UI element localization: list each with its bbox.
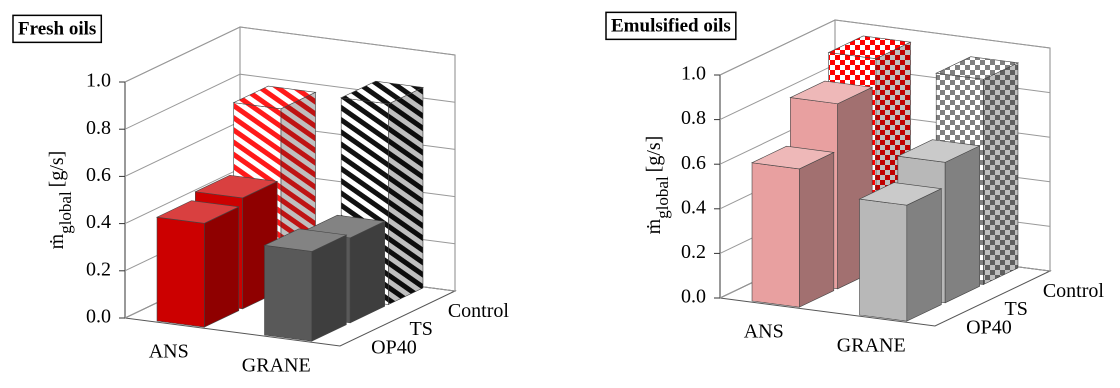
bar [155, 200, 240, 328]
bar-top [935, 56, 1020, 80]
x-tick-label: ANS [744, 321, 784, 343]
bar-top [789, 80, 874, 105]
bar [858, 182, 943, 322]
bar-side [944, 145, 980, 304]
y-tick-label: 0.4 [681, 196, 706, 218]
bar-side [204, 206, 240, 328]
y-tick-label: 1.0 [86, 70, 111, 92]
bar-shade [388, 87, 423, 305]
depth-tick-label: Control [448, 300, 510, 322]
bar-shade [983, 62, 1018, 285]
bar-front [751, 162, 800, 308]
depth-tick-label: OP40 [966, 316, 1012, 338]
bar-top [155, 200, 240, 224]
x-tick-label: GRANE [837, 335, 906, 357]
chart: 0.0 0.2 0.4 0.6 0.8 1.0 Emulsified oils ṁglobal… [605, 11, 1105, 357]
y-tick-label: 0.6 [86, 164, 111, 186]
chart-title: Emulsified oils [611, 15, 731, 36]
depth-tick-label: OP40 [371, 336, 417, 358]
y-tick-label: 0.6 [681, 152, 706, 174]
x-tick-label: ANS [149, 341, 189, 363]
bar-top [232, 85, 317, 110]
y-label-symbol: ṁ [46, 233, 68, 249]
y-label-subscript: global [653, 176, 672, 219]
bar-top [858, 182, 943, 206]
depth-tick-label: Control [1043, 280, 1105, 302]
bar-side [311, 234, 347, 342]
chart: 0.0 0.2 0.4 0.6 0.8 1.0 Fresh oils ṁglobal [g/s]… [12, 14, 510, 377]
y-tick-label: 0.8 [86, 117, 111, 139]
bar-side [906, 188, 942, 322]
bar [263, 228, 348, 342]
depth-tick-label: TS [410, 318, 433, 340]
bar-front [264, 244, 313, 342]
y-label-symbol: ṁ [643, 218, 665, 234]
depth-tick-label: TS [1005, 298, 1028, 320]
y-label-unit: [g/s] [643, 136, 665, 173]
y-axis-label: ṁglobal [g/s] [643, 136, 673, 235]
bar-top [827, 35, 912, 59]
bar-top [750, 145, 835, 170]
bar-side [799, 151, 835, 308]
y-tick-label: 0.4 [86, 211, 111, 233]
bar-top [896, 139, 981, 163]
y-label-unit: [g/s] [46, 151, 68, 188]
y-tick-label: 0.2 [86, 258, 111, 280]
grid-line [124, 26, 456, 83]
y-tick-label: 0.0 [86, 306, 111, 328]
y-label-subscript: global [56, 191, 75, 234]
x-tick-label: GRANE [242, 355, 311, 377]
y-tick-label: 0.2 [681, 241, 706, 263]
title-box [605, 11, 737, 41]
bar [750, 145, 835, 308]
y-tick-label: 1.0 [681, 63, 706, 85]
bar-top [194, 174, 279, 199]
bar-side [349, 220, 385, 324]
bar-top [263, 228, 348, 252]
chart-title: Fresh oils [18, 18, 96, 39]
y-tick-label: 0.8 [681, 107, 706, 129]
title-box [12, 14, 103, 44]
y-tick-label: 0.0 [681, 286, 706, 308]
bar-front [859, 198, 908, 322]
y-axis-label: ṁglobal [g/s] [46, 151, 76, 250]
bar-top [340, 80, 425, 105]
bar-front [156, 216, 205, 328]
grid-line [719, 19, 1051, 76]
